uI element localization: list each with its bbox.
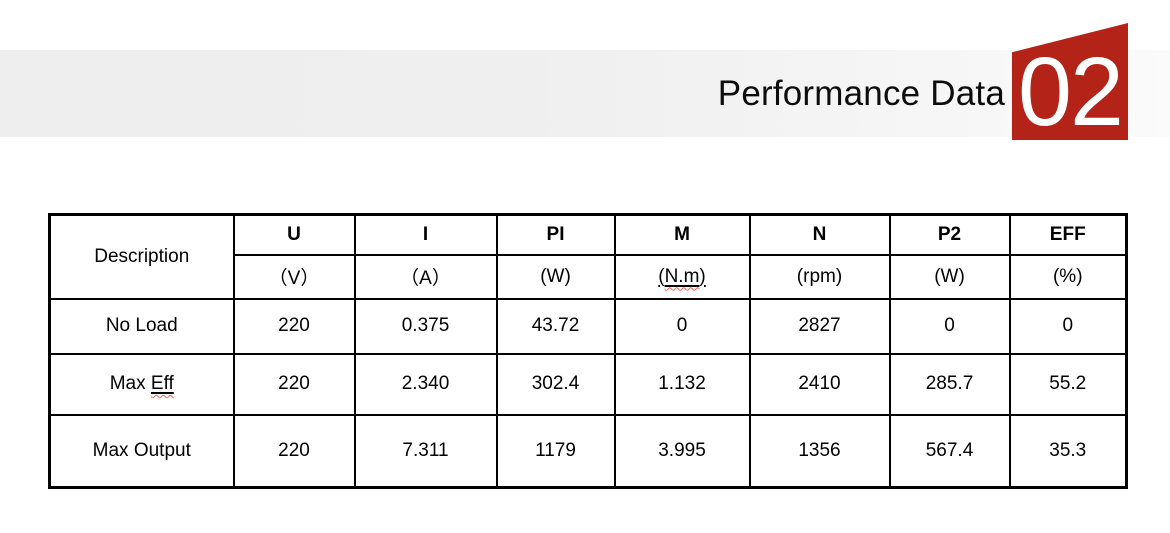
max-output-p2: 567.4 <box>888 413 1011 489</box>
max-eff-eff: 55.2 <box>1008 352 1128 416</box>
m-unit-text: N.m <box>664 265 700 287</box>
row-label-no-load: No Load <box>48 297 235 355</box>
no-load-eff: 0 <box>1008 297 1128 355</box>
table-row-max-eff: Max Eff 220 2.340 302.4 1.132 2410 285.7… <box>48 352 1128 416</box>
no-load-p2: 0 <box>888 297 1011 355</box>
col-unit-n: (rpm) <box>748 253 891 300</box>
banner-band <box>0 50 1170 137</box>
col-header-u: U <box>232 213 356 256</box>
col-header-pi: PI <box>495 213 616 256</box>
performance-data-table: Description U I PI M N P2 EFF （V） （A） (W… <box>48 213 1128 489</box>
header-row-units: （V） （A） (W) (N.m) (rpm) (W) (%) <box>50 253 1128 300</box>
max-output-i: 7.311 <box>353 413 498 489</box>
max-output-n: 1356 <box>748 413 891 489</box>
slide-title: Performance Data <box>717 73 1005 113</box>
max-eff-label-underlined: Eff <box>150 373 174 394</box>
max-eff-u: 220 <box>232 352 356 416</box>
col-unit-i: （A） <box>353 253 498 300</box>
col-header-eff: EFF <box>1008 213 1128 256</box>
max-eff-p2: 285.7 <box>888 352 1011 416</box>
col-header-m: M <box>613 213 751 256</box>
max-output-m: 3.995 <box>613 413 751 489</box>
no-load-u: 220 <box>232 297 356 355</box>
table-row-no-load: No Load 220 0.375 43.72 0 2827 0 0 <box>48 297 1128 355</box>
col-unit-p2: (W) <box>888 253 1011 300</box>
section-number-badge: 02 <box>1012 23 1128 140</box>
col-unit-u: （V） <box>232 253 356 300</box>
col-header-i: I <box>353 213 498 256</box>
m-unit-open-paren: ( <box>658 265 665 287</box>
m-unit-close-paren: ) <box>699 265 706 287</box>
max-output-u: 220 <box>232 413 356 489</box>
no-load-m: 0 <box>613 297 751 355</box>
max-eff-n: 2410 <box>748 352 891 416</box>
section-number: 02 <box>1018 37 1124 146</box>
no-load-n: 2827 <box>748 297 891 355</box>
max-eff-label-prefix: Max <box>109 373 151 394</box>
max-eff-pi: 302.4 <box>495 352 616 416</box>
col-unit-pi: (W) <box>495 253 616 300</box>
max-eff-m: 1.132 <box>613 352 751 416</box>
no-load-i: 0.375 <box>353 297 498 355</box>
max-eff-i: 2.340 <box>353 352 498 416</box>
no-load-pi: 43.72 <box>495 297 616 355</box>
col-unit-m: (N.m) <box>613 253 751 300</box>
row-label-max-output: Max Output <box>48 413 235 489</box>
col-unit-eff: (%) <box>1008 253 1128 300</box>
header-row-names: Description U I PI M N P2 EFF <box>48 213 1128 300</box>
table-row-max-output: Max Output 220 7.311 1179 3.995 1356 567… <box>48 413 1128 489</box>
max-output-pi: 1179 <box>495 413 616 489</box>
col-header-p2: P2 <box>888 213 1011 256</box>
max-output-eff: 35.3 <box>1008 413 1128 489</box>
description-header-cell: Description <box>48 213 235 300</box>
row-label-max-eff: Max Eff <box>48 352 235 416</box>
col-header-n: N <box>748 213 891 256</box>
